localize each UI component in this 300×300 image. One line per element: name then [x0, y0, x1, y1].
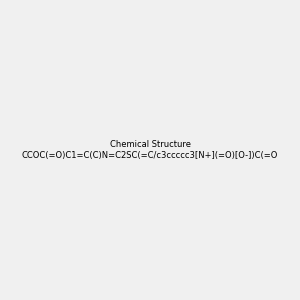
- Text: Chemical Structure
CCOC(=O)C1=C(C)N=C2SC(=C/c3ccccc3[N+](=O)[O-])C(=O: Chemical Structure CCOC(=O)C1=C(C)N=C2SC…: [22, 140, 278, 160]
